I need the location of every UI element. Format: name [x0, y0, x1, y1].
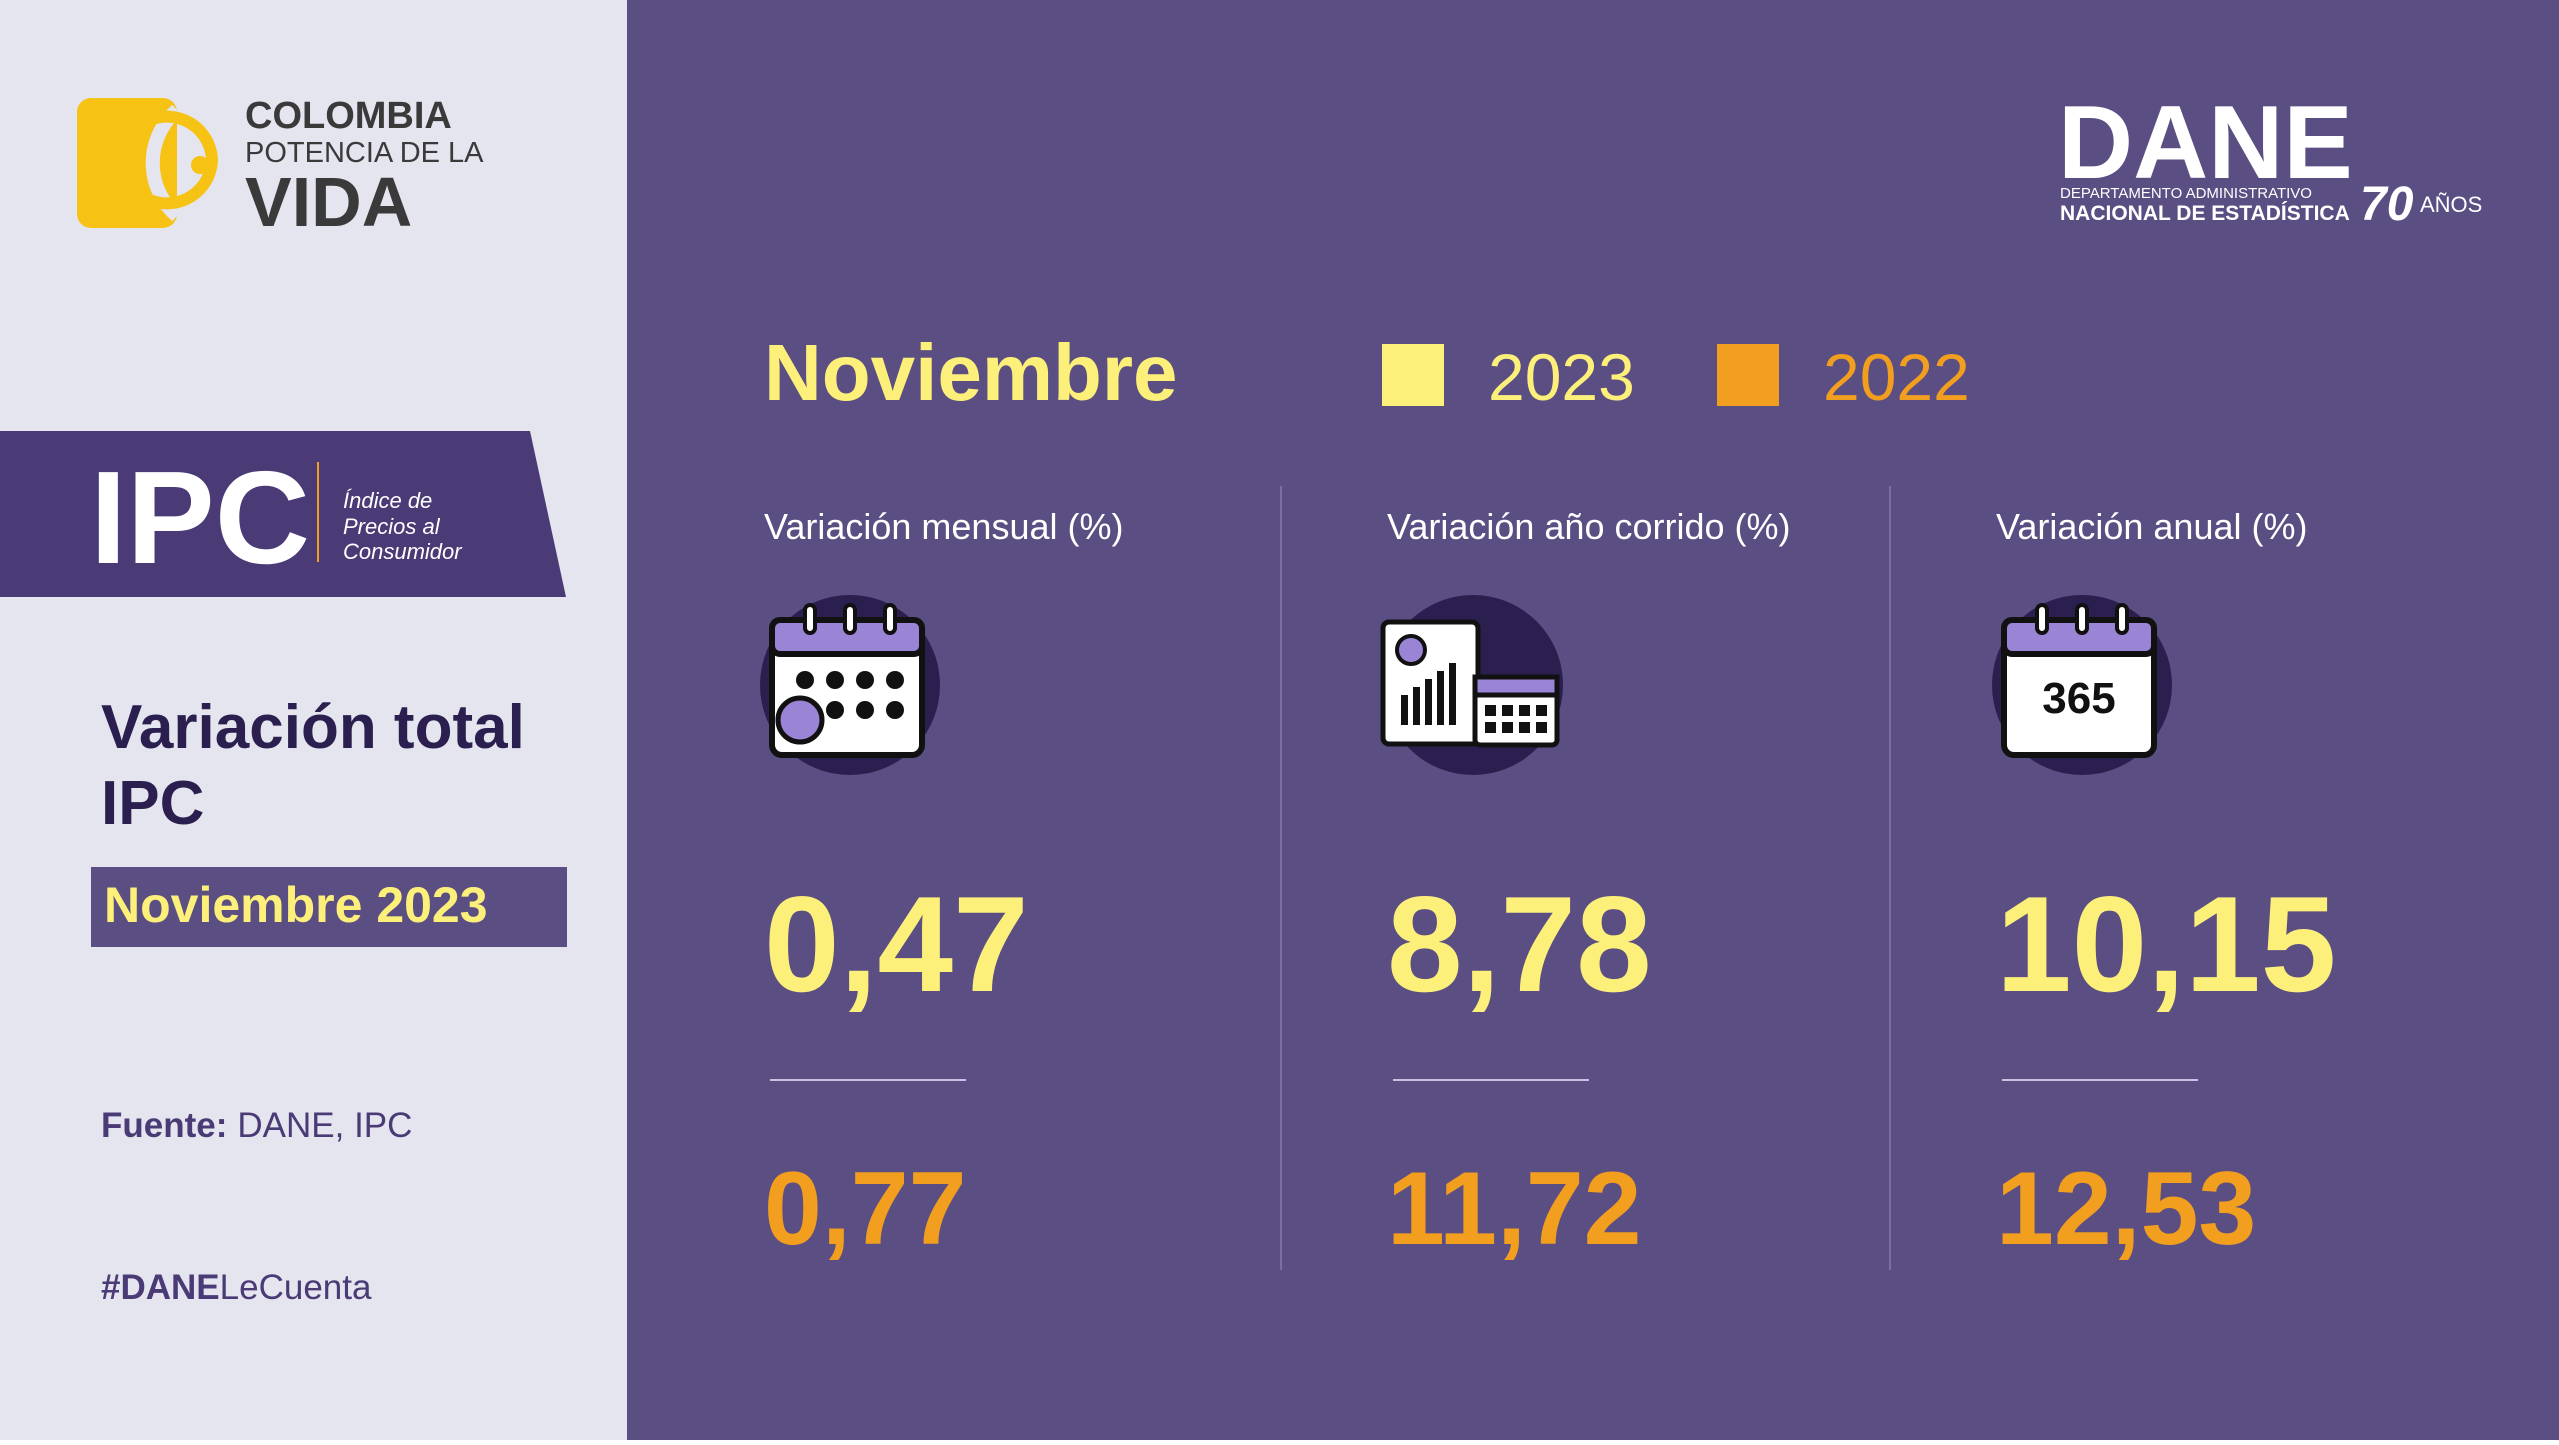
legend-swatch [1717, 344, 1779, 406]
month: Noviembre [764, 328, 1177, 417]
icon-cell [1502, 705, 1513, 716]
icon-bar [1401, 695, 1408, 725]
panels: Variación mensual (%) 0,47 0,77 Variación a… [760, 486, 2336, 1270]
logo-text: NACIONAL DE ESTADÍSTICA [2060, 202, 2350, 225]
icon-cell [856, 701, 874, 719]
icon-bar [1449, 663, 1456, 725]
hashtag-rest: LeCuenta [220, 1268, 372, 1307]
hashtag: #DANELeCuenta [101, 1268, 372, 1307]
dane-logo: DANE DEPARTAMENTO ADMINISTRATIVO NACIONA… [2058, 85, 2482, 231]
icon-cell [1519, 722, 1530, 733]
icon-ring [883, 603, 897, 635]
icon-cell [1502, 722, 1513, 733]
icon-check [775, 695, 825, 745]
icon-cell [1536, 722, 1547, 733]
icon-cell [886, 701, 904, 719]
icon-cell [886, 671, 904, 689]
panel-label: Variación anual (%) [1996, 506, 2307, 547]
icon-cell [1536, 705, 1547, 716]
panel-label: Variación año corrido (%) [1387, 506, 1791, 547]
icon-cell [1485, 722, 1496, 733]
badge-text: Índice de [343, 488, 432, 513]
colombia-logo: COLOMBIA POTENCIA DE LA VIDA [77, 95, 484, 241]
source-text: DANE, IPC [237, 1106, 412, 1145]
source: Fuente: DANE, IPC [101, 1106, 412, 1145]
logo-text: COLOMBIA [245, 95, 452, 137]
icon-pie [1395, 634, 1427, 666]
title: IPC [101, 769, 204, 838]
icon-cell [796, 671, 814, 689]
value-2023: 10,15 [1996, 868, 2336, 1020]
logo-text: AÑOS [2420, 192, 2482, 217]
panel: Variación anual (%) 365 10,15 12,53 [1889, 486, 2336, 1270]
period: Noviembre 2023 [104, 877, 488, 933]
panel-label: Variación mensual (%) [764, 506, 1123, 547]
badge-text: Consumidor [343, 539, 463, 564]
title: Variación total [101, 693, 525, 762]
icon-cell [1519, 705, 1530, 716]
logo-text: DEPARTAMENTO ADMINISTRATIVO [2060, 185, 2312, 202]
value-2022: 12,53 [1996, 1151, 2256, 1267]
badge-text: Precios al [343, 514, 441, 539]
value-2023: 8,78 [1387, 868, 1652, 1020]
icon-cell [826, 671, 844, 689]
ipc-badge: IPC Índice de Precios al Consumidor [0, 431, 566, 597]
icon-cal-top [1472, 674, 1560, 698]
icon-ring [2075, 603, 2089, 635]
icon-ring [2035, 603, 2049, 635]
badge-acronym: IPC [90, 444, 310, 591]
logo-text: DANE [2058, 85, 2353, 201]
legend-label: 2022 [1823, 340, 1970, 414]
right-panel [627, 0, 2559, 1440]
badge-shape [0, 431, 566, 597]
logo-text: 70 [2360, 178, 2414, 231]
icon-bar [1413, 687, 1420, 725]
panel: Variación mensual (%) 0,47 0,77 [760, 506, 1123, 1267]
icon-cell [1485, 705, 1496, 716]
period-box [91, 867, 567, 947]
legend-swatch [1382, 344, 1444, 406]
icon-bar [1425, 679, 1432, 725]
logo-text: VIDA [245, 163, 412, 241]
value-2023: 0,47 [764, 868, 1029, 1020]
icon-cell [856, 671, 874, 689]
icon-ring [803, 603, 817, 635]
source-label: Fuente: [101, 1106, 227, 1145]
panel: Variación año corrido (%) 8,78 11,72 [1280, 486, 1791, 1270]
legend: 2023 2022 [1382, 340, 1970, 414]
value-2022: 11,72 [1387, 1151, 1642, 1267]
icon-cell [826, 701, 844, 719]
legend-label: 2023 [1488, 340, 1635, 414]
logo-wave [147, 110, 219, 210]
icon-bar [1437, 671, 1444, 725]
value-2022: 0,77 [764, 1151, 966, 1267]
hashtag-bold: #DANE [101, 1268, 220, 1307]
icon-ring [843, 603, 857, 635]
logo-text: POTENCIA DE LA [245, 137, 484, 169]
logo-dot [191, 156, 209, 174]
left-panel [0, 0, 627, 1440]
icon-ring [2115, 603, 2129, 635]
icon-text: 365 [2042, 674, 2115, 723]
